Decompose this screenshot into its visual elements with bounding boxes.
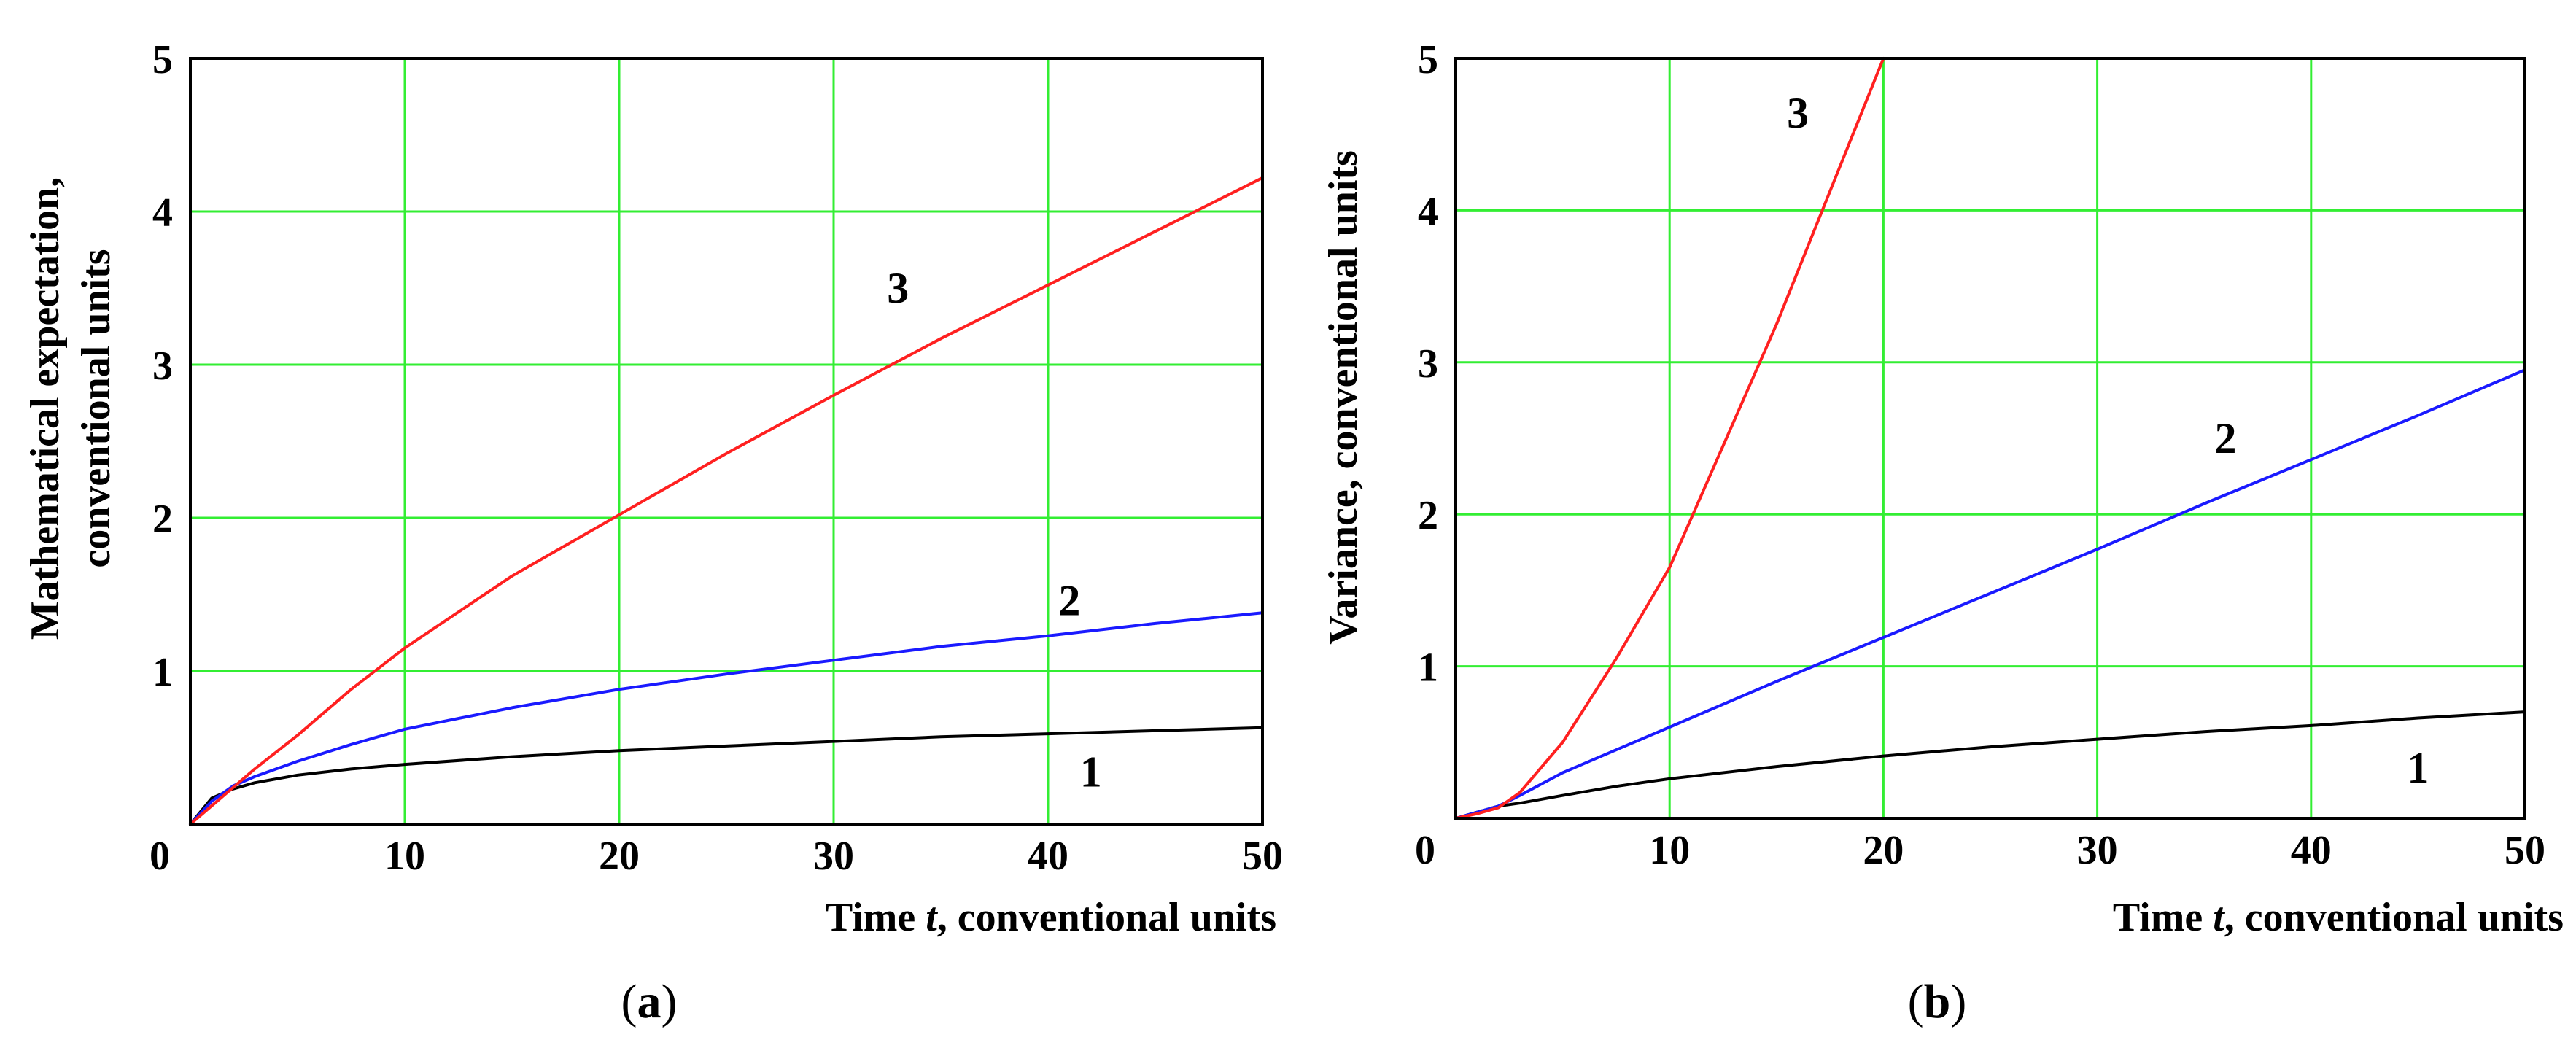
y-tick-label: 1 — [1418, 645, 1438, 691]
x-tick-label: 40 — [1028, 834, 1068, 879]
y-tick-label: 2 — [1418, 493, 1438, 538]
curve-label-1: 1 — [1080, 748, 1102, 796]
curve-labels-a: 1 2 3 — [887, 264, 1102, 796]
x-tick-label: 20 — [1863, 828, 1904, 873]
plot-frame-a — [189, 57, 1264, 826]
series-line-1 — [189, 726, 1264, 826]
series-a — [189, 176, 1264, 826]
y-tick-label: 2 — [152, 497, 173, 542]
curve-label-3: 3 — [1787, 89, 1809, 137]
curve-labels-b: 1 2 3 — [1787, 89, 2429, 792]
panel-a: 0 10 20 30 40 50 1 2 3 4 5 1 2 3 Time t, convention… — [23, 37, 1283, 1028]
plot-frame-b — [1454, 57, 2526, 820]
x-ticks-a: 0 10 20 30 40 50 — [150, 834, 1283, 879]
x-tick-label: 0 — [150, 834, 170, 879]
curve-label-2: 2 — [2215, 414, 2237, 462]
curve-label-3: 3 — [887, 264, 909, 312]
panel-b: 0 10 20 30 40 50 1 2 3 4 5 1 2 3 Time t, convention… — [1321, 37, 2564, 1028]
y-axis-title-a-line2: conventional units — [74, 249, 119, 567]
x-tick-label: 0 — [1415, 828, 1435, 873]
panel-label-a: (a) — [621, 975, 678, 1028]
x-ticks-b: 0 10 20 30 40 50 — [1415, 828, 2545, 873]
x-tick-label: 30 — [2077, 828, 2118, 873]
series-line-3 — [189, 176, 1264, 826]
y-ticks-b: 1 2 3 4 5 — [1418, 37, 1438, 691]
x-tick-label: 10 — [384, 834, 425, 879]
x-tick-label: 40 — [2291, 828, 2332, 873]
y-tick-label: 1 — [152, 650, 173, 695]
panel-label-b: (b) — [1908, 975, 1967, 1028]
y-axis-title-a-line1: Mathematical expectation, — [23, 177, 68, 640]
y-ticks-a: 1 2 3 4 5 — [152, 37, 173, 695]
y-tick-label: 5 — [1418, 37, 1438, 82]
series-line-1 — [1454, 710, 2526, 820]
x-tick-label: 20 — [599, 834, 640, 879]
curve-label-1: 1 — [2407, 744, 2429, 792]
grid-b — [1456, 58, 2525, 818]
y-tick-label: 4 — [1418, 189, 1438, 234]
grid-a — [190, 58, 1262, 824]
y-tick-label: 3 — [152, 344, 173, 389]
series-b — [1454, 57, 2526, 820]
y-tick-label: 3 — [1418, 341, 1438, 387]
x-tick-label: 50 — [2505, 828, 2545, 873]
series-line-3 — [1454, 57, 1885, 820]
x-axis-title-a: Time t, conventional units — [826, 895, 1276, 940]
y-tick-label: 4 — [152, 190, 173, 236]
x-axis-title-b: Time t, conventional units — [2113, 895, 2564, 940]
x-tick-label: 30 — [813, 834, 854, 879]
curve-label-2: 2 — [1058, 576, 1080, 624]
y-tick-label: 5 — [152, 37, 173, 82]
x-tick-label: 50 — [1242, 834, 1283, 879]
x-tick-label: 10 — [1649, 828, 1690, 873]
y-axis-title-b: Variance, conventional units — [1321, 150, 1366, 645]
